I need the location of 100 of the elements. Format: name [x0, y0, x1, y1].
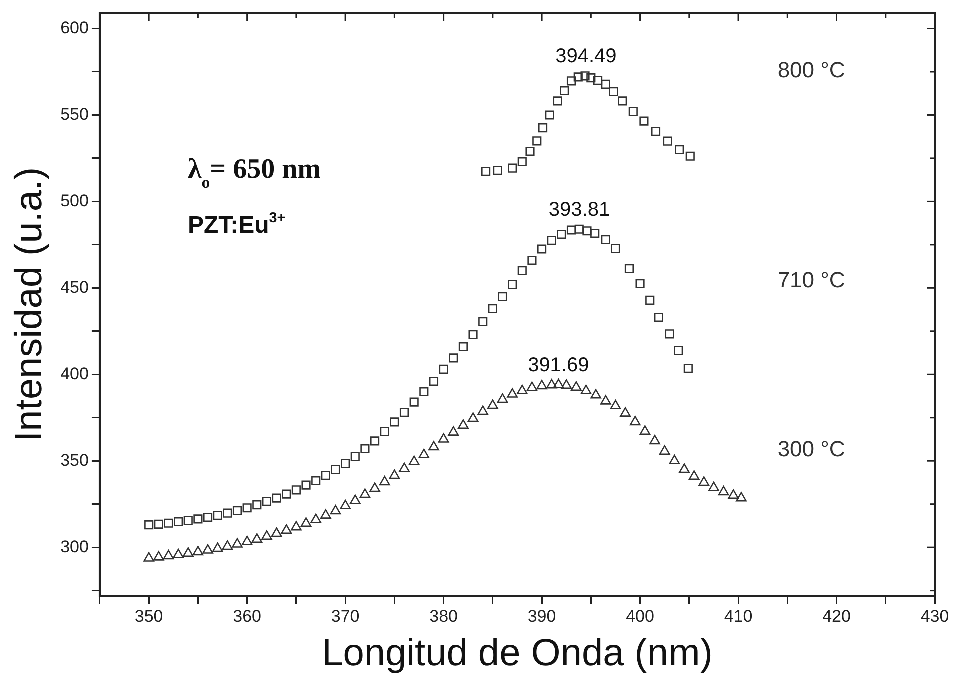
point [566, 226, 576, 235]
point [624, 264, 634, 274]
point [580, 72, 590, 81]
point [646, 296, 655, 305]
point [458, 342, 468, 352]
point [582, 226, 592, 236]
point [449, 354, 458, 363]
point [292, 486, 301, 495]
point [341, 459, 350, 468]
annotation: 391.69 [528, 354, 590, 377]
annotation: 393.81 [548, 198, 610, 221]
x-tick-label: 380 [430, 606, 458, 626]
point [566, 76, 576, 86]
point [628, 107, 638, 116]
point [594, 76, 603, 86]
point [674, 346, 684, 356]
point [545, 110, 554, 120]
point [590, 228, 600, 238]
point [439, 364, 448, 374]
point [420, 387, 429, 396]
point [618, 96, 628, 106]
point [663, 136, 672, 146]
point [312, 476, 321, 486]
point [601, 235, 610, 244]
point [194, 514, 203, 524]
text: 300 °C [778, 436, 846, 462]
point [203, 512, 213, 522]
point [574, 224, 584, 234]
point [252, 500, 262, 510]
point [640, 116, 649, 126]
y-tick-label: 600 [60, 18, 89, 38]
point [468, 330, 478, 340]
point [586, 74, 596, 83]
y-axis-title: Intensidad (u.a.) [8, 167, 50, 442]
y-tick-label: 550 [60, 104, 89, 124]
point [547, 236, 556, 246]
point [350, 452, 360, 462]
point [651, 127, 661, 136]
point [478, 317, 488, 326]
x-tick-label: 420 [822, 606, 851, 626]
point [390, 418, 400, 427]
point [164, 518, 174, 528]
point [557, 230, 566, 240]
x-tick-label: 410 [724, 606, 753, 626]
y-tick-label: 450 [60, 278, 89, 297]
point [242, 504, 252, 513]
point [360, 444, 370, 454]
point [654, 313, 664, 322]
point [302, 480, 311, 490]
x-tick-label: 390 [528, 606, 556, 626]
point [532, 136, 542, 146]
point [508, 164, 518, 173]
point [410, 398, 419, 407]
y-tick-label: 400 [60, 364, 89, 384]
y-tick-label: 350 [60, 450, 89, 470]
point [518, 266, 527, 276]
point [331, 465, 340, 474]
point [154, 520, 164, 529]
point [321, 471, 330, 480]
x-tick-label: 350 [134, 606, 164, 626]
point [232, 506, 242, 516]
x-axis-title: Longitud de Onda (nm) [322, 632, 713, 675]
point [675, 145, 684, 154]
point [528, 256, 537, 266]
point [574, 72, 583, 82]
point [370, 436, 380, 446]
point [665, 330, 674, 339]
point [684, 364, 693, 374]
x-tick-label: 430 [920, 606, 950, 626]
point [482, 167, 491, 176]
point [400, 408, 410, 418]
point [636, 279, 645, 288]
x-tick-label: 360 [233, 606, 262, 626]
point [282, 490, 292, 499]
point [144, 520, 154, 530]
point [538, 123, 548, 133]
point [553, 96, 562, 106]
point [611, 244, 620, 254]
point [223, 508, 232, 518]
point [429, 377, 439, 386]
point [609, 87, 618, 96]
point [380, 427, 390, 436]
text: 710 °C [778, 267, 846, 292]
point [508, 280, 518, 290]
y-tick-label: 300 [60, 537, 89, 556]
y-tick-label: 500 [60, 191, 89, 210]
point [488, 304, 498, 314]
point [262, 497, 272, 506]
point [213, 511, 222, 520]
point [538, 244, 547, 254]
point [518, 157, 527, 166]
point [272, 494, 282, 503]
point [560, 86, 570, 96]
x-tick-label: 400 [626, 606, 654, 626]
point [686, 152, 695, 161]
point [174, 517, 184, 527]
annotation: 394.49 [556, 46, 617, 68]
point [526, 147, 535, 156]
point [184, 516, 193, 526]
point [601, 80, 610, 89]
